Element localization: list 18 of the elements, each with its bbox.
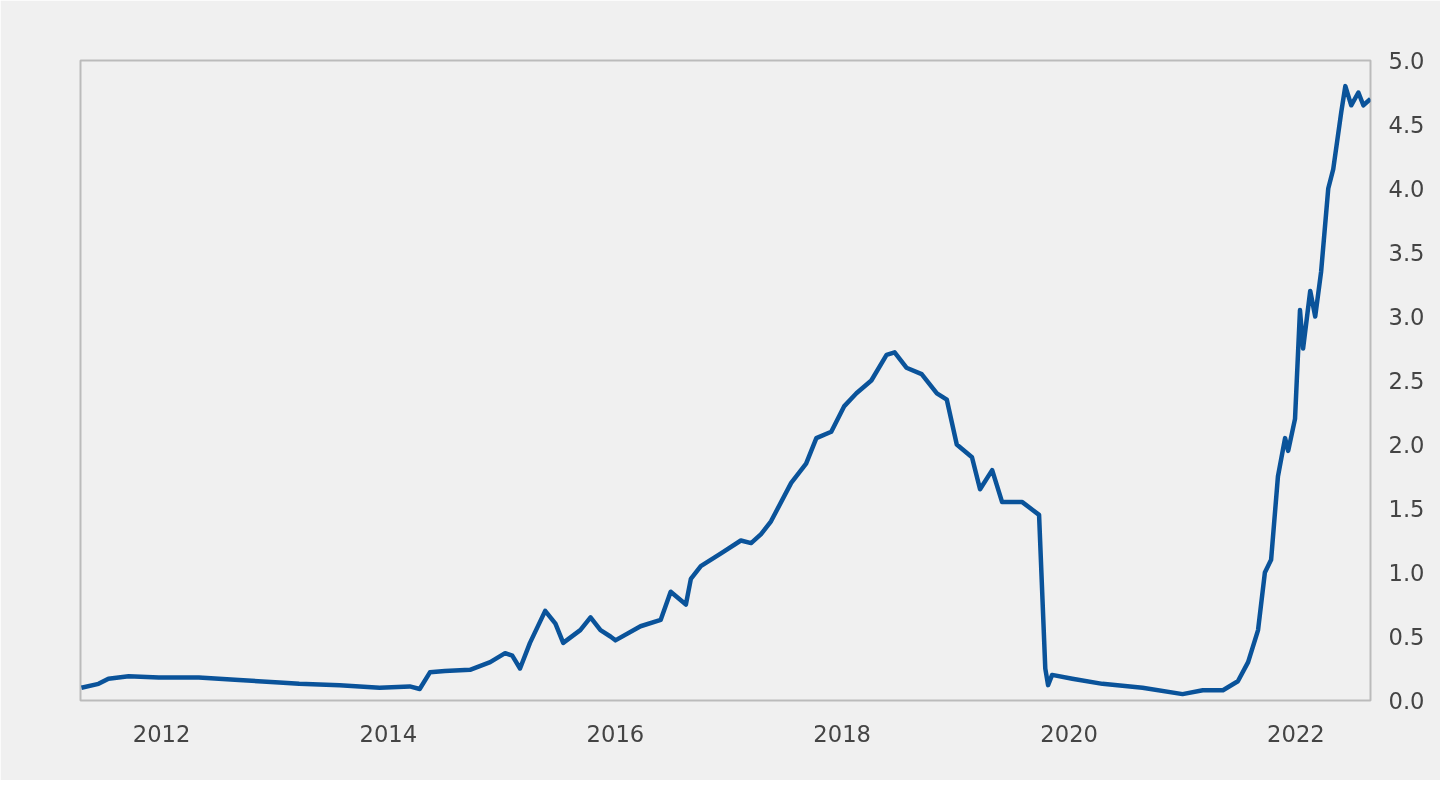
y-tick-label: 0.5 (1388, 624, 1425, 650)
x-tick-label: 2020 (1040, 720, 1099, 747)
y-tick-label: 1.0 (1388, 560, 1425, 586)
y-tick-label: 0.0 (1388, 688, 1425, 714)
y-tick-label: 3.5 (1388, 240, 1425, 266)
y-tick-label: 5.0 (1388, 48, 1425, 74)
x-tick-label: 2022 (1267, 720, 1325, 747)
y-tick-label: 4.5 (1388, 112, 1425, 138)
y-tick-label: 1.5 (1388, 496, 1425, 522)
x-tick-label: 2012 (132, 720, 191, 747)
line-series (80, 83, 1371, 697)
x-tick-label: 2018 (813, 720, 871, 747)
x-tick-label: 2016 (586, 720, 645, 747)
x-tick-label: 2014 (359, 720, 418, 747)
y-tick-label: 2.5 (1388, 368, 1425, 394)
y-tick-label: 3.0 (1388, 304, 1425, 330)
y-tick-label: 2.0 (1388, 432, 1425, 458)
y-tick-label: 4.0 (1388, 176, 1425, 202)
